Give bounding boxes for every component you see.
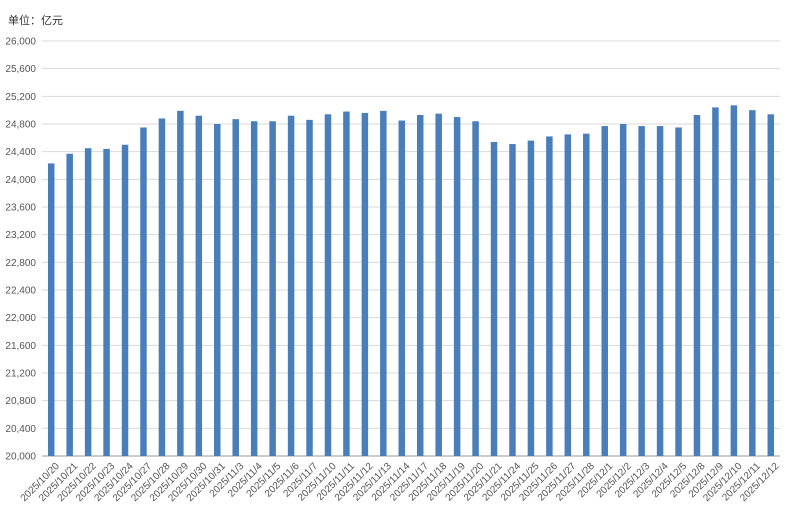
bar [47,163,55,457]
bar [546,136,553,456]
y-tick-label: 24,000 [5,175,36,186]
y-tick-label: 23,600 [5,203,36,214]
bar [749,110,756,457]
y-tick-label: 23,200 [5,230,36,241]
bar [214,124,221,456]
y-tick-label: 20,000 [5,452,36,463]
bar [583,133,590,456]
bar [232,119,239,457]
bar [158,118,166,456]
unit-label: 单位：亿元 [8,14,63,27]
y-tick-label: 24,400 [5,147,36,158]
y-tick-label: 21,600 [5,341,36,352]
bar [140,127,147,456]
y-tick-label: 22,800 [5,258,36,269]
y-tick-label: 20,800 [5,396,36,407]
y-tick-label: 21,200 [5,369,36,380]
bar [564,134,572,456]
bar [675,127,682,456]
bar [177,110,184,456]
bar [361,112,369,456]
bar [84,148,92,457]
bar [343,111,350,457]
bar [453,117,461,456]
bar [250,121,258,456]
bar [472,121,479,456]
bar [416,115,424,456]
bar [435,113,442,456]
y-tick-label: 20,400 [5,424,36,435]
bar [490,141,498,456]
bar [103,148,110,456]
bar [398,120,406,457]
bar [601,126,608,456]
bar [509,144,516,456]
bar [121,144,129,456]
bar [619,124,627,456]
y-tick-label: 22,000 [5,313,36,324]
y-tick-label: 25,200 [5,92,36,103]
bar [66,153,73,456]
bar [269,121,276,456]
bar [712,107,719,457]
bar [306,119,313,456]
bar [287,115,295,456]
bar [638,126,645,456]
y-tick-label: 26,000 [5,37,36,48]
bar [693,115,701,456]
bar [324,114,332,457]
bar [656,126,664,456]
bar [380,110,387,456]
bar [527,140,535,456]
bar [195,115,203,456]
bar [730,105,738,456]
y-tick-label: 25,600 [5,64,36,75]
y-tick-label: 22,400 [5,286,36,297]
y-tick-label: 24,800 [5,120,36,131]
bar [767,114,775,457]
